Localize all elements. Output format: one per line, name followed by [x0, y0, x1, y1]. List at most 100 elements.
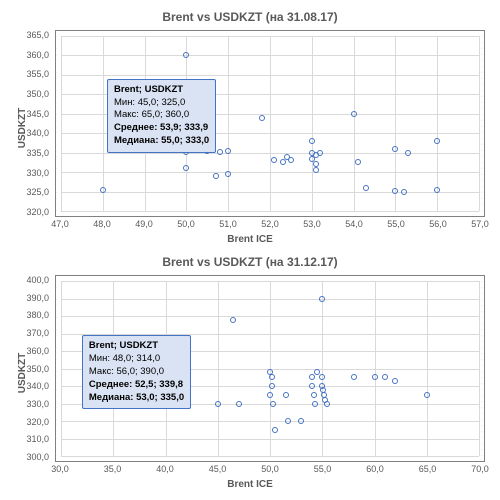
data-point — [283, 392, 289, 398]
y-tick: 360,0 — [26, 346, 49, 356]
gridline-v — [61, 36, 62, 211]
x-tick: 57,0 — [471, 219, 489, 229]
x-axis-label: Brent ICE — [227, 479, 273, 490]
data-point — [434, 187, 440, 193]
y-tick: 300,0 — [26, 452, 49, 462]
data-point — [183, 52, 189, 58]
gridline-v — [375, 281, 376, 456]
y-tick: 330,0 — [26, 168, 49, 178]
y-tick: 380,0 — [26, 310, 49, 320]
x-tick: 55,0 — [314, 464, 332, 474]
data-point — [269, 374, 275, 380]
y-tick: 360,0 — [26, 50, 49, 60]
gridline-v — [354, 36, 355, 211]
gridline-v — [228, 36, 229, 211]
data-point — [236, 401, 242, 407]
gridline-v — [270, 36, 271, 211]
data-point — [392, 188, 398, 194]
stat-box-line: Мин: 45,0; 325,0 — [114, 97, 209, 110]
chart-panel-0: Brent vs USDKZT (на 31.08.17) Brent; USDK… — [10, 10, 490, 245]
data-point — [259, 115, 265, 121]
stat-box-header: Brent; USDKZT — [114, 84, 209, 97]
chart-title: Brent vs USDKZT (на 31.12.17) — [10, 255, 490, 269]
data-point — [100, 187, 106, 193]
x-tick: 47,0 — [51, 219, 69, 229]
y-axis-label: USDKZT — [17, 107, 28, 148]
x-tick: 54,0 — [345, 219, 363, 229]
x-tick: 56,0 — [429, 219, 447, 229]
gridline-v — [437, 36, 438, 211]
data-point — [215, 401, 221, 407]
data-point — [319, 296, 325, 302]
stat-box-line: Среднее: 52,5; 339,8 — [89, 379, 184, 392]
data-point — [309, 383, 315, 389]
stat-box-line: Макс: 65,0; 360,0 — [114, 109, 209, 122]
stat-box-line: Медиана: 55,0; 333,0 — [114, 135, 209, 148]
stat-box-header: Brent; USDKZT — [89, 340, 184, 353]
x-axis: 30,035,040,045,050,055,060,065,070,0 — [55, 464, 485, 476]
data-point — [272, 427, 278, 433]
data-point — [270, 401, 276, 407]
stat-box-line: Среднее: 53,9; 333,9 — [114, 122, 209, 135]
gridline-v — [103, 36, 104, 211]
x-tick: 70,0 — [471, 464, 489, 474]
x-tick: 65,0 — [419, 464, 437, 474]
data-point — [280, 159, 286, 165]
data-point — [298, 418, 304, 424]
y-tick: 330,0 — [26, 399, 49, 409]
y-tick: 340,0 — [26, 381, 49, 391]
data-point — [392, 378, 398, 384]
y-tick: 320,0 — [26, 417, 49, 427]
chart-panel-1: Brent vs USDKZT (на 31.12.17) Brent; USDK… — [10, 255, 490, 490]
data-point — [351, 374, 357, 380]
x-tick: 48,0 — [93, 219, 111, 229]
data-point — [183, 165, 189, 171]
data-point — [213, 173, 219, 179]
data-point — [424, 392, 430, 398]
stat-box-line: Медиана: 53,0; 335,0 — [89, 392, 184, 405]
gridline-v — [61, 281, 62, 456]
data-point — [405, 150, 411, 156]
x-tick: 55,0 — [387, 219, 405, 229]
y-tick: 345,0 — [26, 109, 49, 119]
data-point — [317, 150, 323, 156]
data-point — [355, 159, 361, 165]
stat-box: Brent; USDKZTМин: 48,0; 314,0Макс: 56,0;… — [82, 335, 191, 409]
x-tick: 52,0 — [261, 219, 279, 229]
y-tick: 340,0 — [26, 128, 49, 138]
chart-title: Brent vs USDKZT (на 31.08.17) — [10, 10, 490, 24]
x-tick: 30,0 — [51, 464, 69, 474]
gridline-h — [61, 211, 479, 212]
data-point — [372, 374, 378, 380]
y-tick: 350,0 — [26, 364, 49, 374]
y-tick: 365,0 — [26, 30, 49, 40]
stat-box: Brent; USDKZTМин: 45,0; 325,0Макс: 65,0;… — [107, 79, 216, 153]
data-point — [392, 146, 398, 152]
data-point — [324, 401, 330, 407]
y-tick: 335,0 — [26, 148, 49, 158]
data-point — [269, 383, 275, 389]
y-axis-label: USDKZT — [17, 352, 28, 393]
data-point — [313, 167, 319, 173]
data-point — [312, 401, 318, 407]
data-point — [217, 149, 223, 155]
y-tick: 350,0 — [26, 89, 49, 99]
x-tick: 53,0 — [303, 219, 321, 229]
y-tick: 390,0 — [26, 293, 49, 303]
data-point — [309, 138, 315, 144]
y-tick: 355,0 — [26, 69, 49, 79]
data-point — [267, 392, 273, 398]
data-point — [382, 374, 388, 380]
x-tick: 35,0 — [104, 464, 122, 474]
x-tick: 45,0 — [209, 464, 227, 474]
x-tick: 51,0 — [219, 219, 237, 229]
x-tick: 50,0 — [177, 219, 195, 229]
data-point — [319, 374, 325, 380]
gridline-v — [395, 36, 396, 211]
data-point — [225, 148, 231, 154]
y-tick: 325,0 — [26, 187, 49, 197]
gridline-v — [322, 281, 323, 456]
gridline-v — [427, 281, 428, 456]
gridline-v — [312, 36, 313, 211]
data-point — [288, 157, 294, 163]
